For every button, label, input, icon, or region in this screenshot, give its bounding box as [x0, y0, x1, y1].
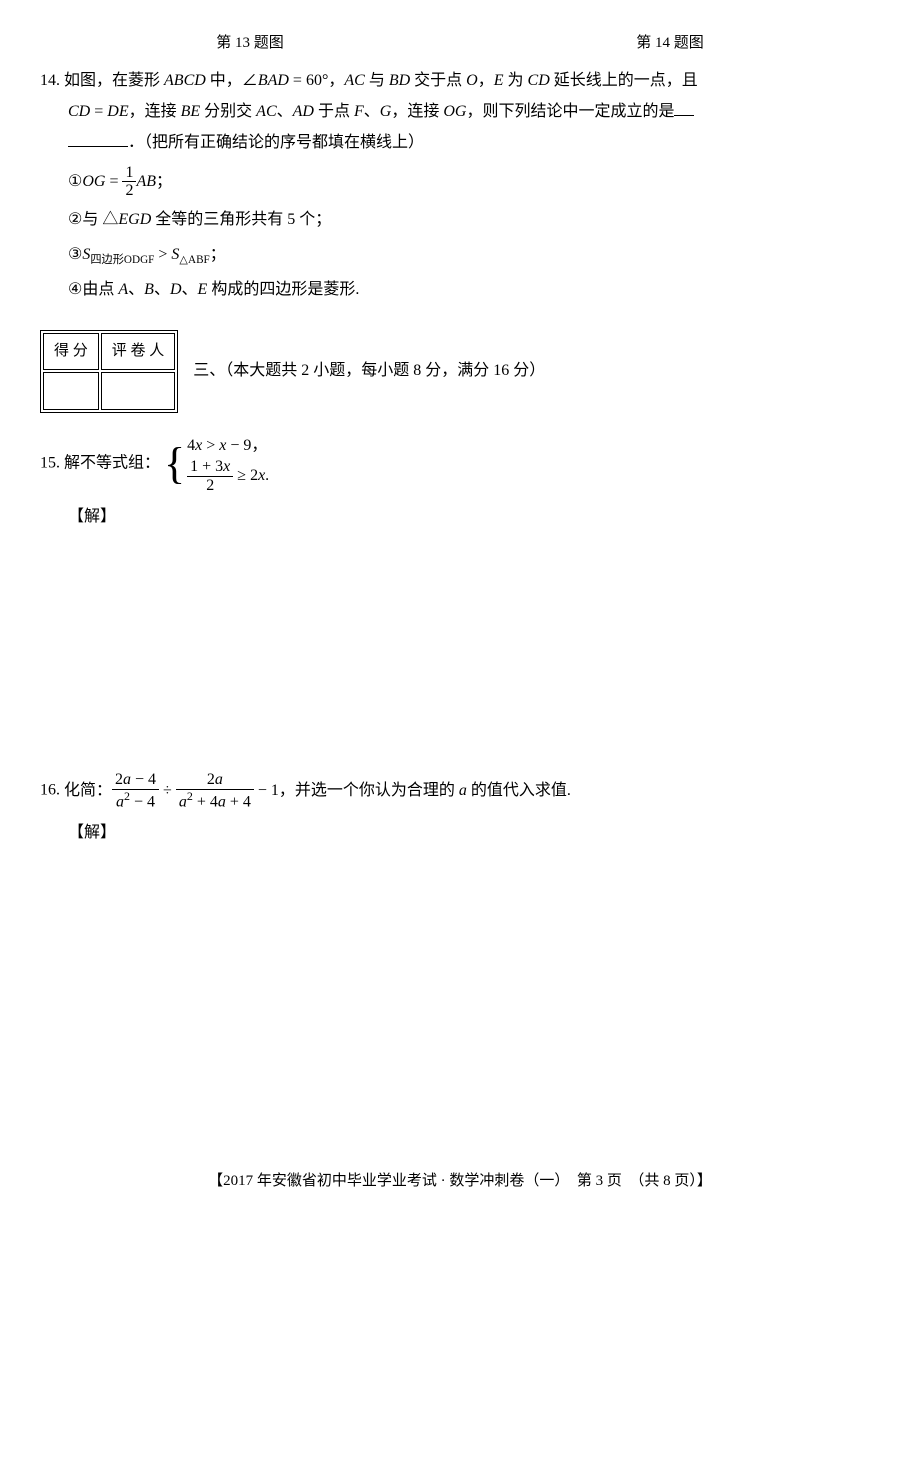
q16-text: 化简：2a − 4a2 − 4 ÷ 2aa2 + 4a + 4 − 1，并选一个… [64, 782, 571, 799]
q16-number: 16. [40, 782, 60, 799]
q14-option-2: ②与 △EGD 全等的三角形共有 5 个； [40, 206, 880, 235]
score-cell[interactable] [43, 372, 99, 410]
q15-workspace[interactable] [40, 531, 880, 751]
q15-text: 解不等式组： [64, 454, 160, 471]
q14-number: 14. [40, 72, 60, 89]
q14-option-3: ③S四边形ODGF > S△ABF； [40, 241, 880, 270]
answer-blank-2[interactable] [68, 127, 128, 147]
reviewer-header: 评 卷 人 [101, 333, 176, 370]
figure-labels: 第 13 题图 第 14 题图 [40, 30, 880, 57]
section-3-title: 三、（本大题共 2 小题，每小题 8 分，满分 16 分） [193, 357, 545, 386]
q15-system: { 4x > x − 9， 1 + 3x2 ≥ 2x. [164, 433, 269, 495]
reviewer-cell[interactable] [101, 372, 176, 410]
answer-blank[interactable] [674, 96, 694, 116]
question-14: 14. 如图，在菱形 ABCD 中，∠BAD = 60°，AC 与 BD 交于点… [40, 67, 880, 305]
q14-option-1: ①OG = 12AB； [40, 164, 880, 200]
fig13-label: 第 13 题图 [216, 30, 284, 57]
q16-solve-label: 【解】 [40, 819, 880, 848]
q15-number: 15. [40, 454, 60, 471]
q14-text: 如图，在菱形 ABCD 中，∠BAD = 60°，AC 与 BD 交于点 O，E… [64, 72, 698, 89]
q15-solve-label: 【解】 [40, 503, 880, 532]
score-header: 得 分 [43, 333, 99, 370]
fig14-label: 第 14 题图 [636, 30, 704, 57]
question-16: 16. 化简：2a − 4a2 − 4 ÷ 2aa2 + 4a + 4 − 1，… [40, 771, 880, 1127]
question-15: 15. 解不等式组： { 4x > x − 9， 1 + 3x2 ≥ 2x. 【… [40, 433, 880, 752]
q14-option-4: ④由点 A、B、D、E 构成的四边形是菱形. [40, 276, 880, 305]
score-box: 得 分 评 卷 人 [40, 330, 178, 413]
q14-body: CD = DE，连接 BE 分别交 AC、AD 于点 F、G，连接 OG，则下列… [40, 96, 880, 158]
q16-workspace[interactable] [40, 848, 880, 1128]
page-footer: 【2017 年安徽省初中毕业学业考试 · 数学冲刺卷（一） 第 3 页 （共 8… [40, 1168, 880, 1195]
section-3-header: 得 分 评 卷 人 三、（本大题共 2 小题，每小题 8 分，满分 16 分） [40, 330, 880, 413]
